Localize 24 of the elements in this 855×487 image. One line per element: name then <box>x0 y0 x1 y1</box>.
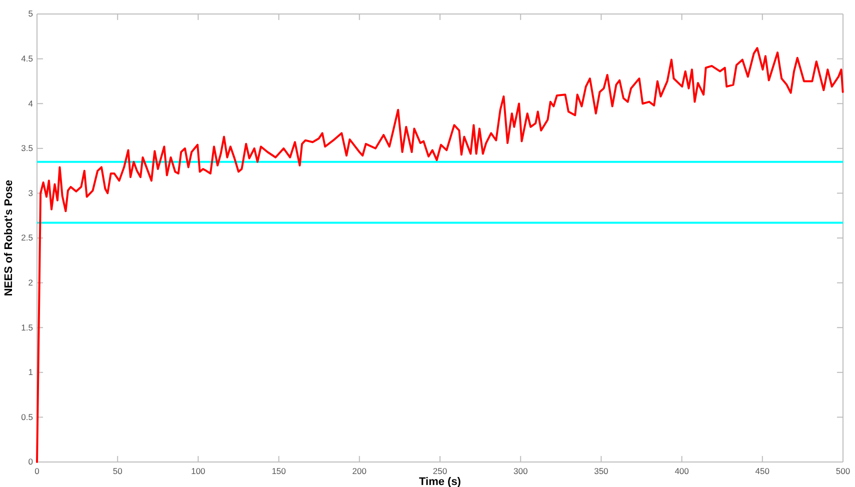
x-tick-label: 0 <box>34 466 40 476</box>
y-tick-label: 0 <box>28 456 34 467</box>
x-tick-label: 450 <box>755 466 770 476</box>
y-tick-label: 4 <box>28 98 34 108</box>
y-tick-label: 2.5 <box>21 232 34 243</box>
x-tick-label: 200 <box>352 466 367 476</box>
y-tick-label: 3 <box>28 188 34 198</box>
y-tick-label: 3.5 <box>21 143 34 154</box>
y-axis-title: NEES of Robot's Pose <box>3 180 15 296</box>
y-tick-label: 1 <box>28 367 34 378</box>
y-tick-label: 0.5 <box>21 412 34 422</box>
x-tick-label: 150 <box>272 466 286 476</box>
x-tick-label: 400 <box>674 466 690 476</box>
x-axis-title: Time (s) <box>419 476 462 487</box>
y-tick-label: 2 <box>28 278 34 288</box>
y-tick-label: 4.5 <box>21 54 34 64</box>
x-tick-label: 100 <box>191 466 206 476</box>
x-tick-label: 50 <box>112 466 123 476</box>
x-tick-label: 300 <box>514 466 528 476</box>
y-tick-label: 5 <box>28 8 34 19</box>
y-tick-label: 1.5 <box>21 322 34 332</box>
x-tick-label: 350 <box>594 466 609 476</box>
x-tick-label: 250 <box>432 466 448 476</box>
x-tick-label: 500 <box>836 466 850 476</box>
